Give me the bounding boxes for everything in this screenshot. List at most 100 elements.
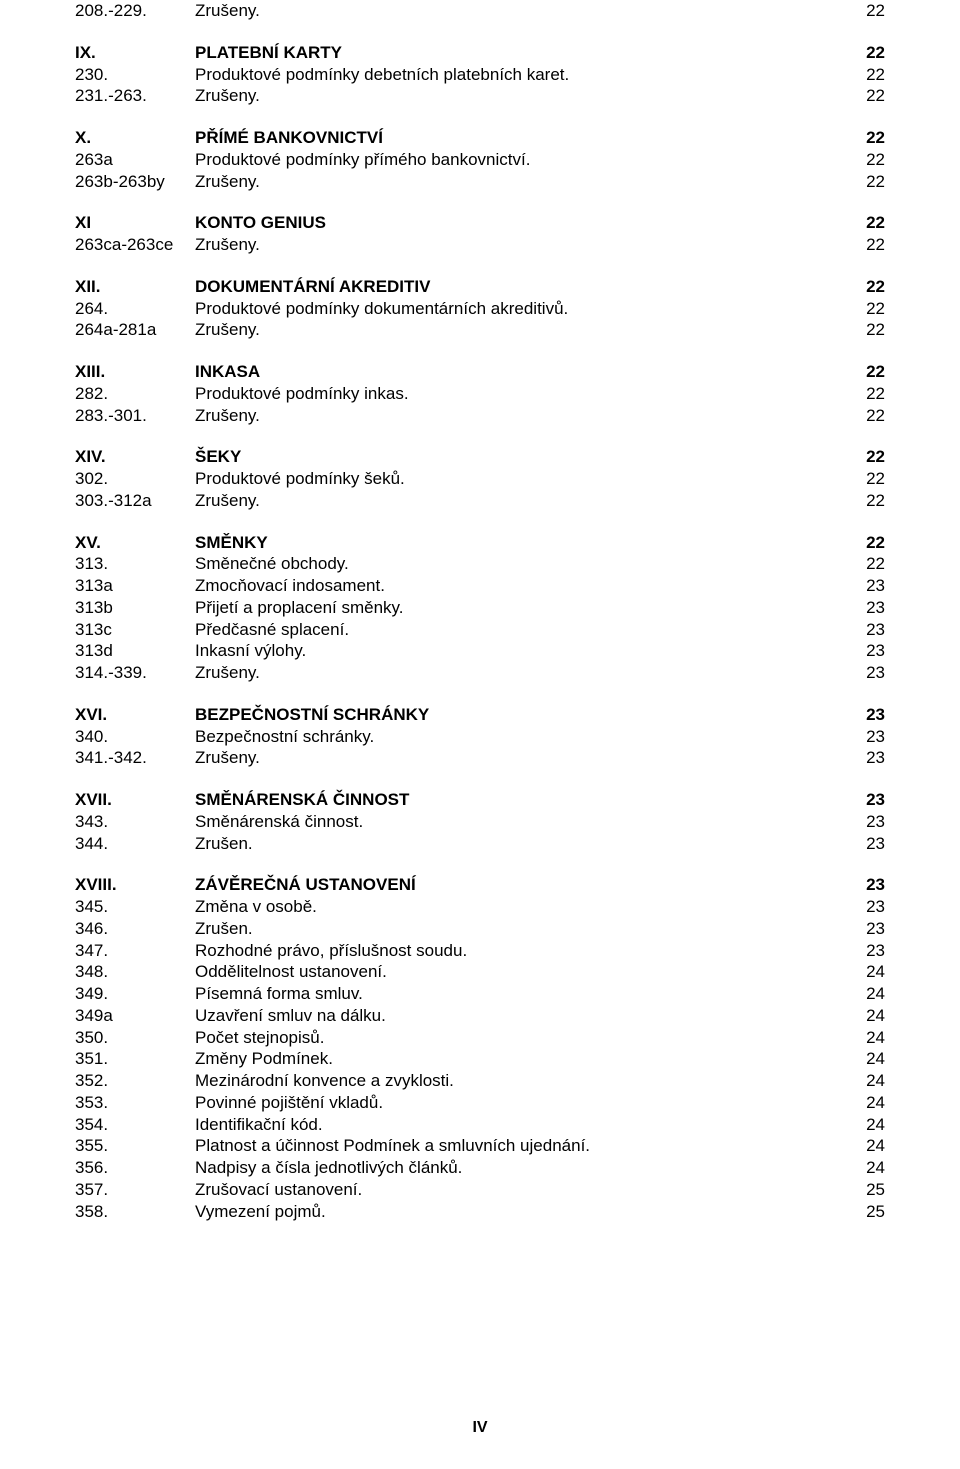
toc-page-number: 22: [845, 234, 885, 256]
toc-number: 313a: [75, 575, 195, 597]
toc-number: 264.: [75, 298, 195, 320]
toc-row: 264a-281aZrušeny.22: [75, 319, 885, 341]
toc-page-number: 22: [845, 276, 885, 298]
toc-title: SMĚNKY: [195, 532, 845, 554]
toc-number: XII.: [75, 276, 195, 298]
page-footer: IV: [0, 1419, 960, 1437]
toc-number: 340.: [75, 726, 195, 748]
toc-number: 263ca-263ce: [75, 234, 195, 256]
toc-title: Platnost a účinnost Podmínek a smluvních…: [195, 1135, 845, 1157]
group-gap: [75, 341, 885, 361]
toc-title: ZÁVĚREČNÁ USTANOVENÍ: [195, 874, 845, 896]
toc-title: Bezpečnostní schránky.: [195, 726, 845, 748]
toc-title: INKASA: [195, 361, 845, 383]
toc-page-number: 24: [845, 1070, 885, 1092]
toc-row: 303.-312aZrušeny.22: [75, 490, 885, 512]
toc-page-number: 23: [845, 662, 885, 684]
toc-title: Produktové podmínky přímého bankovnictví…: [195, 149, 845, 171]
toc-row: 353.Povinné pojištění vkladů.24: [75, 1092, 885, 1114]
toc-title: Počet stejnopisů.: [195, 1027, 845, 1049]
toc-title: Zrušeny.: [195, 85, 845, 107]
toc-row: 351.Změny Podmínek.24: [75, 1048, 885, 1070]
toc-title: Zrušen.: [195, 918, 845, 940]
toc-row: 302.Produktové podmínky šeků.22: [75, 468, 885, 490]
toc-number: 313.: [75, 553, 195, 575]
group-gap: [75, 256, 885, 276]
toc-title: Nadpisy a čísla jednotlivých článků.: [195, 1157, 845, 1179]
toc-section-heading: XVI.BEZPEČNOSTNÍ SCHRÁNKY23: [75, 704, 885, 726]
toc-row: 231.-263.Zrušeny.22: [75, 85, 885, 107]
toc-number: 282.: [75, 383, 195, 405]
group-gap: [75, 684, 885, 704]
toc-row: 350.Počet stejnopisů.24: [75, 1027, 885, 1049]
toc-page-number: 22: [845, 171, 885, 193]
toc-row: 356.Nadpisy a čísla jednotlivých článků.…: [75, 1157, 885, 1179]
toc-title: BEZPEČNOSTNÍ SCHRÁNKY: [195, 704, 845, 726]
toc-section-heading: IX.PLATEBNÍ KARTY22: [75, 42, 885, 64]
toc-title: Zrušovací ustanovení.: [195, 1179, 845, 1201]
toc-title: Rozhodné právo, příslušnost soudu.: [195, 940, 845, 962]
toc-page-number: 22: [845, 468, 885, 490]
toc-title: KONTO GENIUS: [195, 212, 845, 234]
toc-page-number: 22: [845, 64, 885, 86]
toc-number: 354.: [75, 1114, 195, 1136]
toc-title: PLATEBNÍ KARTY: [195, 42, 845, 64]
toc-page-number: 24: [845, 1092, 885, 1114]
toc-title: Zrušeny.: [195, 747, 845, 769]
toc-row: 355.Platnost a účinnost Podmínek a smluv…: [75, 1135, 885, 1157]
toc-page-number: 23: [845, 811, 885, 833]
toc-number: 349a: [75, 1005, 195, 1027]
toc-number: 345.: [75, 896, 195, 918]
toc-page-number: 22: [845, 212, 885, 234]
toc-section-heading: XV.SMĚNKY22: [75, 532, 885, 554]
toc-row: 341.-342.Zrušeny.23: [75, 747, 885, 769]
toc-number: 351.: [75, 1048, 195, 1070]
toc-title: Zrušeny.: [195, 319, 845, 341]
toc-title: ŠEKY: [195, 446, 845, 468]
toc-row: 358.Vymezení pojmů.25: [75, 1201, 885, 1223]
toc-title: Produktové podmínky dokumentárních akred…: [195, 298, 845, 320]
toc-title: Produktové podmínky šeků.: [195, 468, 845, 490]
toc-row: 352.Mezinárodní konvence a zvyklosti.24: [75, 1070, 885, 1092]
toc-number: XV.: [75, 532, 195, 554]
toc-title: Směnečné obchody.: [195, 553, 845, 575]
toc-page-number: 23: [845, 640, 885, 662]
toc-number: 341.-342.: [75, 747, 195, 769]
toc-row: 354.Identifikační kód.24: [75, 1114, 885, 1136]
toc-page-number: 24: [845, 1048, 885, 1070]
toc-number: 358.: [75, 1201, 195, 1223]
toc-row: 264.Produktové podmínky dokumentárních a…: [75, 298, 885, 320]
toc-number: 347.: [75, 940, 195, 962]
toc-row: 263aProduktové podmínky přímého bankovni…: [75, 149, 885, 171]
toc-number: 353.: [75, 1092, 195, 1114]
toc-row: 313bPřijetí a proplacení směnky.23: [75, 597, 885, 619]
toc-page-number: 22: [845, 85, 885, 107]
group-gap: [75, 512, 885, 532]
toc-list: 208.-229.Zrušeny.22IX.PLATEBNÍ KARTY2223…: [75, 0, 885, 1222]
toc-title: DOKUMENTÁRNÍ AKREDITIV: [195, 276, 845, 298]
toc-number: XI: [75, 212, 195, 234]
toc-section-heading: XIII.INKASA22: [75, 361, 885, 383]
toc-page-number: 23: [845, 619, 885, 641]
toc-row: 283.-301.Zrušeny.22: [75, 405, 885, 427]
toc-title: Směnárenská činnost.: [195, 811, 845, 833]
toc-page-number: 23: [845, 874, 885, 896]
toc-row: 357.Zrušovací ustanovení.25: [75, 1179, 885, 1201]
toc-number: IX.: [75, 42, 195, 64]
toc-row: 313cPředčasné splacení.23: [75, 619, 885, 641]
toc-number: 344.: [75, 833, 195, 855]
toc-title: Přijetí a proplacení směnky.: [195, 597, 845, 619]
toc-page-number: 23: [845, 747, 885, 769]
toc-number: 356.: [75, 1157, 195, 1179]
toc-number: 313c: [75, 619, 195, 641]
toc-title: Zrušeny.: [195, 234, 845, 256]
group-gap: [75, 22, 885, 42]
toc-row: 344.Zrušen.23: [75, 833, 885, 855]
toc-row: 349.Písemná forma smluv.24: [75, 983, 885, 1005]
toc-page-number: 22: [845, 0, 885, 22]
toc-title: Zrušeny.: [195, 0, 845, 22]
toc-number: 349.: [75, 983, 195, 1005]
toc-row: 313aZmocňovací indosament.23: [75, 575, 885, 597]
toc-page-number: 23: [845, 575, 885, 597]
toc-page-number: 23: [845, 726, 885, 748]
